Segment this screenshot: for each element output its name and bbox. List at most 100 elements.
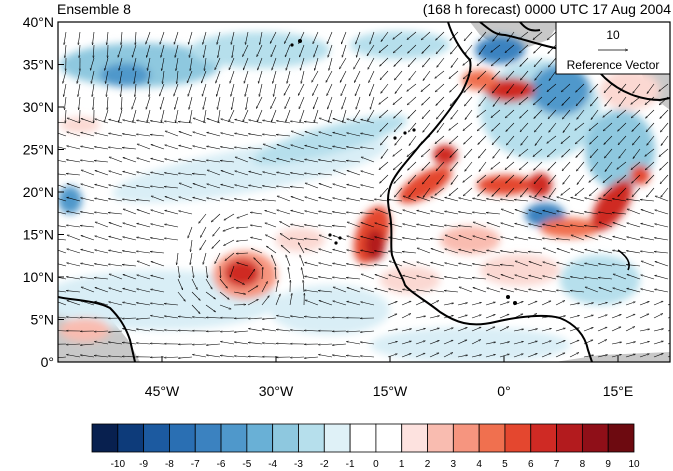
wind-vector xyxy=(626,288,641,293)
wind-vector xyxy=(220,184,235,189)
wind-vector xyxy=(340,31,347,44)
wind-vector xyxy=(445,234,459,241)
wind-vector xyxy=(535,70,543,80)
wind-vector xyxy=(136,303,151,306)
wind-vector xyxy=(401,353,411,358)
wind-vector xyxy=(92,83,95,97)
wind-vector xyxy=(66,211,81,215)
wind-vector xyxy=(356,44,361,57)
wind-vector xyxy=(206,146,221,150)
wind-vector xyxy=(80,263,95,267)
wind-vector xyxy=(542,290,557,293)
wind-vector xyxy=(527,300,537,306)
wind-vector xyxy=(361,156,375,163)
wind-vector xyxy=(541,341,551,345)
wind-vector xyxy=(305,182,319,189)
wind-vector xyxy=(262,172,277,176)
wind-vector xyxy=(94,198,109,202)
wind-vector xyxy=(457,303,468,306)
wind-vector xyxy=(590,148,599,158)
colorbar-swatch xyxy=(117,423,145,453)
wind-vector xyxy=(640,237,655,241)
wind-vector xyxy=(577,174,585,185)
wind-vector xyxy=(122,251,137,254)
wind-vector xyxy=(305,248,319,254)
wind-vector xyxy=(360,133,375,137)
wind-vector xyxy=(58,277,67,280)
wind-vector xyxy=(402,289,417,293)
wind-vector xyxy=(191,265,194,278)
wind-vector xyxy=(507,148,515,159)
wind-vector xyxy=(122,329,137,332)
wind-vector xyxy=(333,118,347,124)
wind-vector xyxy=(571,234,585,241)
wind-vector xyxy=(234,119,249,124)
wind-vector xyxy=(605,161,613,172)
wind-vector xyxy=(342,109,347,123)
wind-vector xyxy=(314,109,319,122)
wind-vector xyxy=(374,251,389,254)
reference-vector-value: 10 xyxy=(606,28,620,42)
wind-vector xyxy=(381,83,389,93)
wind-vector xyxy=(473,221,487,228)
wind-vector xyxy=(514,200,529,202)
wind-vector xyxy=(570,197,585,202)
wind-vector xyxy=(220,342,235,345)
wind-vector xyxy=(388,200,403,202)
wind-vector xyxy=(285,255,291,267)
wind-vector xyxy=(492,70,501,80)
lon-label: 15°W xyxy=(373,383,408,399)
lake-chad xyxy=(617,249,630,271)
wind-vector xyxy=(590,83,599,93)
wind-vector xyxy=(193,117,207,124)
wind-vector xyxy=(256,44,263,57)
wind-vector xyxy=(236,253,249,254)
wind-vector xyxy=(612,236,627,241)
wind-vector xyxy=(122,342,137,345)
wind-vector xyxy=(570,225,585,228)
wind-vector xyxy=(248,356,263,357)
wind-vector xyxy=(575,83,585,92)
wind-vector xyxy=(367,57,375,69)
wind-vector xyxy=(64,31,67,45)
wind-vector xyxy=(160,31,165,44)
wind-vector xyxy=(108,330,123,332)
wind-vector xyxy=(443,315,454,319)
wind-vector xyxy=(459,286,473,293)
wind-vector xyxy=(66,263,81,267)
wind-vector xyxy=(491,161,501,169)
wind-vector xyxy=(472,278,487,280)
wind-vector xyxy=(164,304,179,306)
wind-vector xyxy=(275,294,281,306)
wind-vector xyxy=(333,235,347,241)
wind-vector xyxy=(402,275,417,280)
wind-vector xyxy=(332,160,347,163)
wind-vector xyxy=(150,252,165,254)
colorbar-label: 10 xyxy=(628,459,640,470)
wind-vector xyxy=(176,57,179,71)
wind-vector xyxy=(58,173,67,176)
wind-vector xyxy=(542,224,557,228)
wind-vector xyxy=(145,31,151,44)
wind-vector xyxy=(430,239,445,241)
colorbar-label: 7 xyxy=(554,459,560,470)
wind-vector xyxy=(80,198,95,202)
wind-vector xyxy=(179,182,193,189)
wind-vector xyxy=(533,83,543,91)
wind-vector xyxy=(290,330,305,332)
wind-vector xyxy=(646,122,655,132)
wind-vector xyxy=(291,145,305,150)
wind-vector xyxy=(279,221,291,228)
colorbar-swatch xyxy=(530,423,557,453)
wind-vector xyxy=(457,355,468,358)
wind-vector xyxy=(360,264,375,267)
wind-vector xyxy=(318,291,333,293)
wind-vector xyxy=(95,221,109,228)
wind-vector xyxy=(501,274,515,280)
wind-vector xyxy=(58,263,67,267)
colorbar-swatch xyxy=(427,423,454,453)
wind-vector xyxy=(223,239,235,246)
wind-vector xyxy=(659,148,669,157)
wind-vector xyxy=(121,31,123,45)
wind-vector xyxy=(95,170,109,176)
